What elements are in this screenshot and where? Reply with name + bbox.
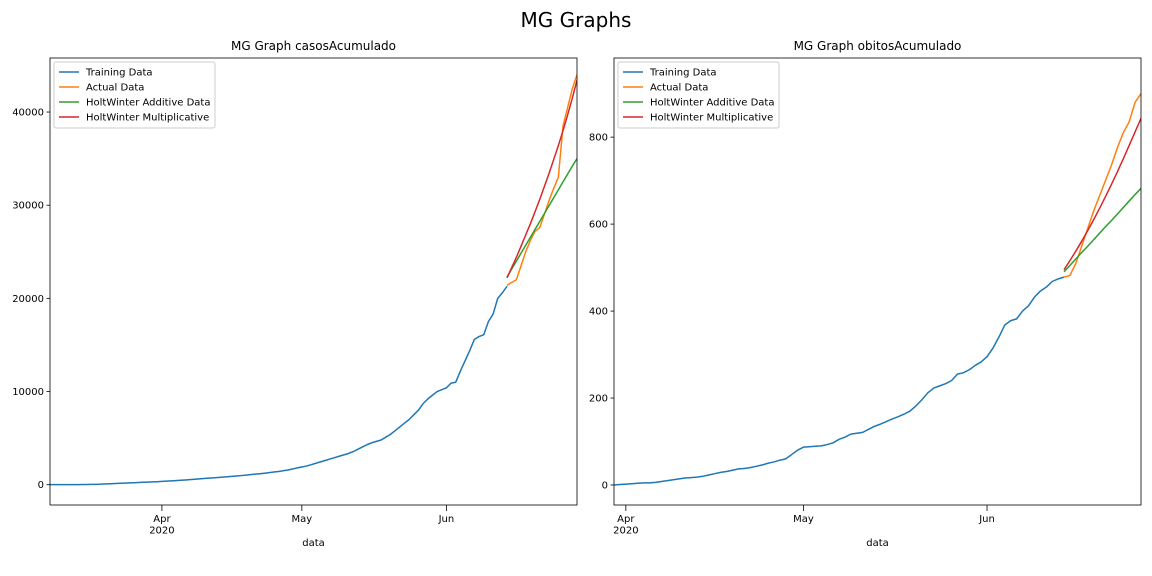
x-tick-label: May [291,514,312,525]
y-tick-label: 0 [38,480,44,491]
y-tick-label: 200 [589,394,608,405]
x-tick-label: Jun [978,514,995,525]
axes-frame [49,57,578,506]
legend-label: Training Data [85,68,153,79]
x-tick-label: Jun [438,514,455,525]
axes-title: MG Graph obitosAcumulado [794,39,962,53]
figure-title: MG Graphs [521,8,632,32]
x-axis-label: data [302,538,325,549]
data-line [506,158,577,278]
data-line [506,80,577,279]
data-line [506,74,577,286]
y-tick-label: 40000 [12,108,44,119]
legend-box [53,61,216,129]
legend-label: HoltWinter Additive Data [650,98,774,109]
x-axis-label: data [866,538,889,549]
y-tick-label: 0 [602,480,608,491]
legend-label: Actual Data [650,83,708,94]
axes-title: MG Graph casosAcumulado [231,39,396,53]
legend-label: Training Data [649,68,717,79]
data-line [614,276,1065,486]
y-tick-label: 600 [589,220,608,231]
y-tick-label: 800 [589,133,608,144]
legend-label: HoltWinter Multiplicative [86,113,209,124]
y-tick-label: 400 [589,307,608,318]
x-tick-label: Apr 2020 [613,514,638,537]
legend-label: HoltWinter Additive Data [86,98,210,109]
legend-box [617,61,780,129]
legend-label: HoltWinter Multiplicative [650,113,773,124]
data-line [1063,187,1141,273]
y-tick-label: 10000 [12,387,44,398]
y-tick-label: 20000 [12,294,44,305]
axes-frame [613,57,1142,506]
y-tick-label: 30000 [12,201,44,212]
x-tick-label: Apr 2020 [149,514,174,537]
legend-label: Actual Data [86,83,144,94]
data-line [50,285,508,486]
data-line [1063,116,1141,271]
x-tick-label: May [793,514,814,525]
